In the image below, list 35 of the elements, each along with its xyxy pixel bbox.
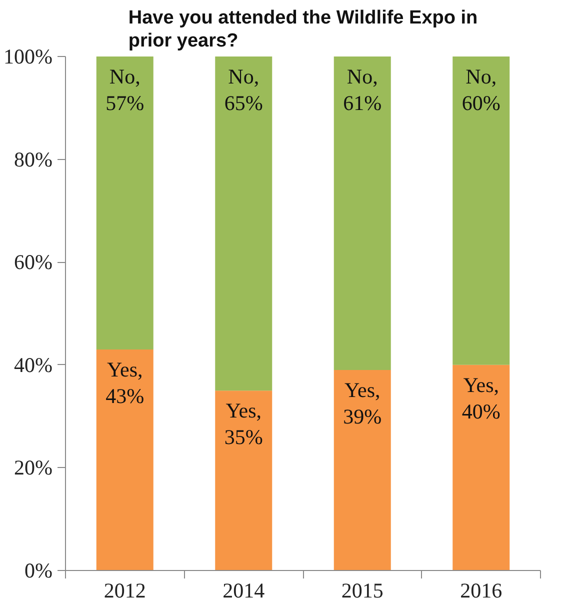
data-label: 61%	[343, 90, 382, 115]
y-tick-label: 100%	[4, 44, 53, 68]
text: Yes,	[344, 378, 380, 402]
bar	[215, 56, 272, 391]
bar	[452, 56, 510, 365]
text: Yes,	[226, 398, 262, 423]
bar	[334, 370, 391, 570]
data-label: 40%	[462, 399, 500, 424]
y-tick-label: 20%	[14, 456, 53, 480]
chart-title: Have you attended the Wildlife Expo in prior years?	[128, 7, 478, 52]
series-label: No,	[109, 64, 140, 88]
series-label: Yes,	[106, 357, 143, 382]
bar	[215, 390, 272, 570]
x-tick-label: 2016	[460, 578, 502, 602]
data-label: 57%	[106, 90, 144, 115]
x-tick-label: 2015	[341, 578, 384, 602]
data-label: 43%	[106, 384, 144, 408]
bar	[96, 56, 154, 350]
x-tick-label: 2014	[222, 578, 266, 602]
data-label: 65%	[224, 90, 263, 115]
y-tick-label: 80%	[14, 147, 53, 172]
x-tick-label: 2012	[104, 578, 146, 602]
data-label: 60%	[462, 90, 500, 115]
bar	[96, 349, 154, 570]
y-tick-label: 40%	[14, 352, 53, 377]
text: Yes,	[463, 372, 500, 397]
data-label: 39%	[343, 404, 382, 428]
data-label: 35%	[224, 425, 263, 449]
y-tick-label: 0%	[24, 558, 53, 582]
bar	[452, 364, 510, 570]
text: No,	[228, 64, 260, 88]
y-tick-label: 60%	[14, 250, 53, 274]
text: No,	[346, 64, 378, 88]
text: No,	[466, 64, 497, 88]
bar	[334, 56, 391, 370]
